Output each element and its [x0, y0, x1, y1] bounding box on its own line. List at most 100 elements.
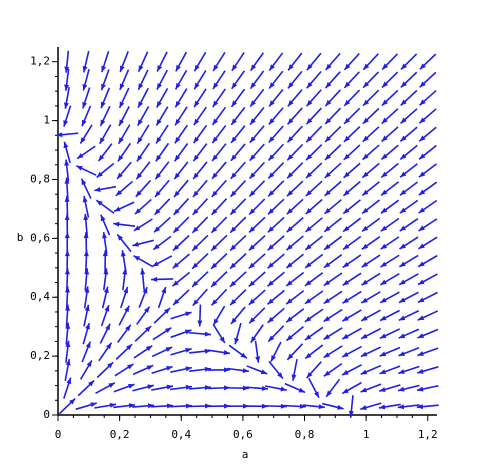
- arrow-head: [269, 82, 275, 89]
- arrow-head: [379, 333, 387, 339]
- arrow-head: [267, 316, 274, 323]
- arrow-head: [379, 351, 387, 357]
- arrow-head: [381, 171, 388, 178]
- arrow-head: [192, 280, 199, 287]
- arrow-head: [286, 316, 293, 323]
- arrow-head: [400, 99, 407, 106]
- arrow-head: [299, 403, 306, 409]
- arrow-head: [172, 262, 179, 269]
- arrow-head: [231, 118, 237, 125]
- arrow-head: [267, 226, 274, 233]
- arrow-head: [192, 244, 199, 251]
- arrow-head: [133, 225, 141, 231]
- arrow-head: [398, 386, 405, 392]
- arrow-head: [269, 100, 275, 107]
- arrow-head: [175, 100, 181, 108]
- arrow-head: [249, 172, 256, 179]
- arrow-head: [85, 341, 91, 349]
- arrow-head: [306, 136, 313, 143]
- arrow-head: [166, 384, 173, 390]
- arrow-head: [380, 261, 387, 268]
- arrow-head: [306, 82, 313, 89]
- arrow-head: [419, 117, 426, 124]
- arrow-head: [398, 369, 405, 374]
- arrow-head: [267, 298, 274, 305]
- arrow-head: [174, 136, 181, 144]
- arrow-head: [151, 276, 158, 282]
- arrow-head: [325, 81, 332, 89]
- arrow-head: [344, 99, 351, 106]
- arrow-head: [378, 404, 386, 410]
- arrow-head: [361, 243, 369, 250]
- arrow-head: [400, 153, 407, 160]
- arrow-head: [108, 382, 115, 388]
- arrow-head: [268, 335, 275, 342]
- arrow-head: [286, 262, 293, 269]
- arrow-head: [165, 347, 173, 352]
- arrow-head: [161, 286, 167, 294]
- arrow-head: [381, 153, 388, 160]
- arrow-head: [104, 305, 110, 312]
- arrow-head: [323, 352, 330, 358]
- arrow-head: [194, 64, 200, 72]
- arrow-head: [156, 119, 162, 126]
- arrow-head: [306, 118, 313, 125]
- arrow-head: [223, 350, 230, 355]
- arrow-head: [418, 171, 426, 178]
- arrow-head: [286, 334, 293, 341]
- arrow-head: [304, 334, 312, 340]
- arrow-head: [361, 297, 368, 303]
- arrow-head: [64, 84, 70, 91]
- arrow-head: [63, 102, 69, 109]
- arrow-head: [323, 370, 331, 377]
- arrow-head: [399, 243, 406, 249]
- y-tick-label: 0,4: [30, 290, 50, 303]
- arrow-head: [323, 280, 331, 286]
- arrow-head: [173, 244, 180, 251]
- arrow-head: [138, 83, 144, 90]
- arrow-head: [101, 65, 107, 73]
- arrow-head: [194, 82, 200, 90]
- arrow-head: [231, 64, 238, 71]
- arrow-head: [145, 326, 152, 333]
- arrow-head: [286, 208, 293, 215]
- x-axis-label: a: [242, 448, 249, 461]
- arrow-head: [172, 280, 179, 287]
- arrow-head: [249, 317, 256, 324]
- arrow-head: [400, 117, 407, 124]
- arrow-head: [381, 117, 388, 124]
- arrow-head: [230, 208, 237, 215]
- arrow-head: [154, 208, 161, 215]
- arrow-head: [360, 351, 368, 357]
- arrow-head: [84, 286, 90, 293]
- arrow-head: [173, 226, 180, 233]
- y-tick-label: 0,6: [30, 231, 50, 244]
- arrow-head: [287, 154, 294, 161]
- x-tick-label: 1: [363, 428, 370, 441]
- arrow-head: [342, 279, 350, 286]
- arrow-head: [419, 135, 426, 142]
- arrow-head: [250, 336, 257, 343]
- arrow-head: [96, 200, 103, 206]
- arrow-head: [324, 226, 331, 232]
- arrow-head: [306, 63, 313, 71]
- arrow-head: [117, 155, 124, 162]
- arrow-head: [416, 386, 424, 392]
- arrow-head: [380, 225, 388, 232]
- arrow-head: [248, 280, 255, 287]
- arrow-head: [342, 315, 349, 322]
- arrow-head: [399, 261, 406, 267]
- arrow-head: [324, 208, 331, 214]
- arrow-head: [185, 347, 192, 353]
- x-tick-label: 0,4: [171, 428, 191, 441]
- arrow-head: [362, 189, 369, 196]
- arrow-head: [287, 172, 294, 179]
- arrow-head: [287, 136, 294, 143]
- arrow-head: [324, 190, 331, 196]
- arrow-head: [204, 331, 212, 337]
- arrow-head: [362, 153, 369, 160]
- arrow-head: [88, 380, 95, 387]
- arrow-head: [298, 387, 306, 393]
- arrow-head: [304, 316, 312, 322]
- arrow-head: [114, 206, 121, 212]
